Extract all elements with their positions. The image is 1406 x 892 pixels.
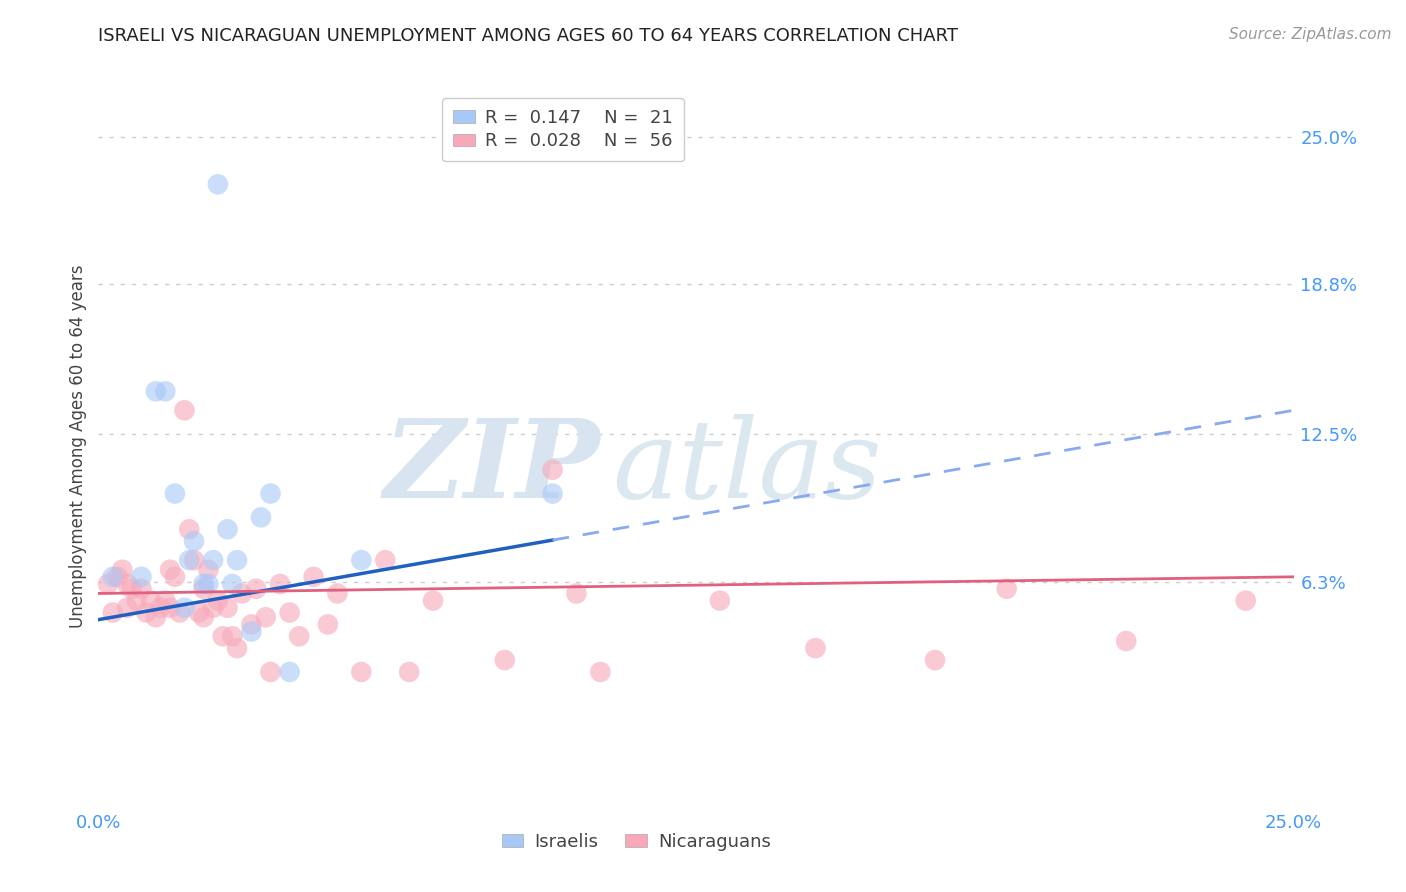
Point	[202, 553, 225, 567]
Point	[159, 600, 181, 615]
Point	[1234, 593, 1257, 607]
Point	[197, 563, 219, 577]
Point	[207, 593, 229, 607]
Point	[221, 629, 243, 643]
Point	[155, 593, 177, 607]
Point	[350, 553, 373, 567]
Point	[221, 577, 243, 591]
Point	[183, 534, 205, 549]
Point	[145, 384, 167, 399]
Point	[149, 600, 172, 615]
Point	[709, 593, 731, 607]
Point	[135, 606, 157, 620]
Legend: Israelis, Nicaraguans: Israelis, Nicaraguans	[495, 826, 778, 858]
Point	[131, 570, 153, 584]
Point	[231, 586, 253, 600]
Point	[288, 629, 311, 643]
Point	[163, 570, 186, 584]
Point	[107, 570, 129, 584]
Point	[131, 582, 153, 596]
Point	[111, 563, 134, 577]
Point	[240, 624, 263, 639]
Point	[374, 553, 396, 567]
Point	[183, 553, 205, 567]
Point	[254, 610, 277, 624]
Point	[1115, 634, 1137, 648]
Text: Source: ZipAtlas.com: Source: ZipAtlas.com	[1229, 27, 1392, 42]
Point	[259, 665, 281, 679]
Point	[316, 617, 339, 632]
Point	[217, 522, 239, 536]
Point	[422, 593, 444, 607]
Point	[101, 606, 124, 620]
Point	[125, 593, 148, 607]
Point	[259, 486, 281, 500]
Point	[202, 600, 225, 615]
Point	[207, 178, 229, 192]
Text: atlas: atlas	[613, 414, 882, 521]
Point	[179, 553, 201, 567]
Point	[145, 610, 167, 624]
Point	[541, 463, 564, 477]
Point	[589, 665, 612, 679]
Text: ISRAELI VS NICARAGUAN UNEMPLOYMENT AMONG AGES 60 TO 64 YEARS CORRELATION CHART: ISRAELI VS NICARAGUAN UNEMPLOYMENT AMONG…	[98, 27, 959, 45]
Point	[173, 403, 195, 417]
Point	[541, 486, 564, 500]
Point	[245, 582, 267, 596]
Point	[193, 577, 215, 591]
Point	[217, 600, 239, 615]
Point	[211, 629, 233, 643]
Point	[995, 582, 1018, 596]
Point	[169, 606, 191, 620]
Point	[115, 577, 138, 591]
Point	[278, 665, 301, 679]
Point	[226, 553, 249, 567]
Point	[924, 653, 946, 667]
Point	[179, 522, 201, 536]
Point	[101, 570, 124, 584]
Point	[302, 570, 325, 584]
Point	[326, 586, 349, 600]
Point	[398, 665, 420, 679]
Point	[163, 486, 186, 500]
Y-axis label: Unemployment Among Ages 60 to 64 years: Unemployment Among Ages 60 to 64 years	[69, 264, 87, 628]
Point	[804, 641, 827, 656]
Point	[121, 582, 143, 596]
Point	[193, 582, 215, 596]
Point	[197, 577, 219, 591]
Point	[494, 653, 516, 667]
Point	[240, 617, 263, 632]
Point	[115, 600, 138, 615]
Point	[155, 384, 177, 399]
Point	[278, 606, 301, 620]
Point	[193, 610, 215, 624]
Point	[350, 665, 373, 679]
Text: ZIP: ZIP	[384, 414, 600, 521]
Point	[226, 641, 249, 656]
Point	[173, 600, 195, 615]
Point	[187, 606, 209, 620]
Point	[269, 577, 291, 591]
Point	[565, 586, 588, 600]
Point	[159, 563, 181, 577]
Point	[97, 577, 120, 591]
Point	[250, 510, 273, 524]
Point	[139, 593, 162, 607]
